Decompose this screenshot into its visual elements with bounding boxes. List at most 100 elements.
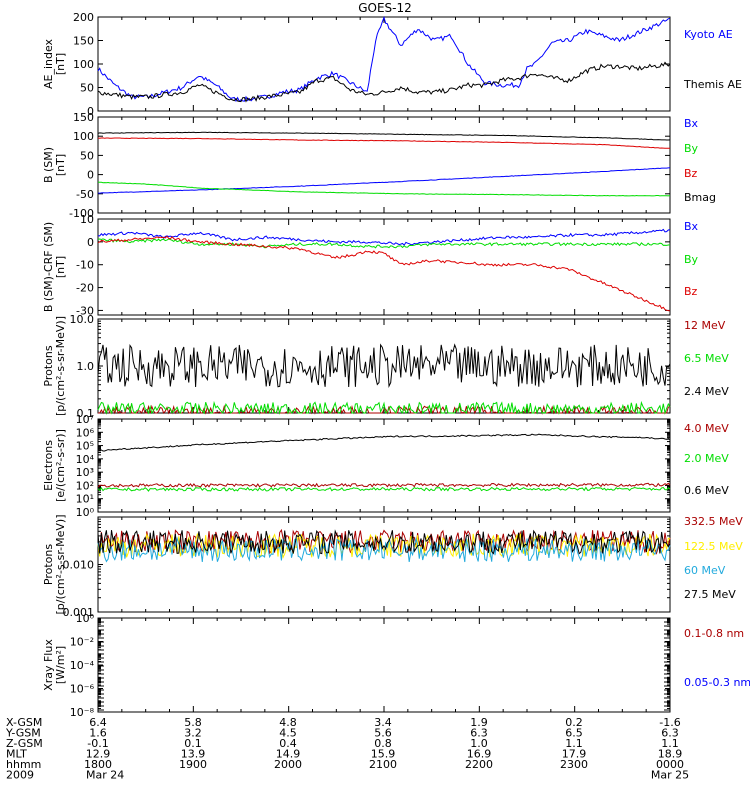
orbit-value: 0.2 [565, 716, 583, 729]
y-tick-label: 1.0 [77, 360, 95, 373]
legend-entry: Bx [684, 220, 699, 233]
orbit-value: 0.8 [374, 737, 392, 750]
y-tick-label: -10 [76, 259, 94, 272]
legend-entry: Bz [684, 285, 698, 298]
legend-entry: Bx [684, 117, 699, 130]
orbit-value: 0.1 [184, 737, 202, 750]
orbit-row-label: X-GSM [6, 716, 42, 729]
orbit-row-label: MLT [6, 748, 27, 761]
orbit-value: Mar 25 [651, 769, 689, 782]
y-tick-label: 10 [80, 213, 94, 226]
y-tick-label: 10.0 [70, 313, 95, 326]
legend-entry: 0.1-0.8 nm [684, 627, 744, 640]
orbit-value: 12.9 [86, 748, 111, 761]
orbit-value: 6.3 [470, 727, 488, 740]
orbit-value: 6.3 [661, 727, 679, 740]
series-line-4-0-mev [97, 482, 671, 488]
y-tick-label: 0.010 [63, 559, 95, 572]
orbit-value: 5.6 [374, 727, 392, 740]
y-tick-label: 50 [80, 82, 94, 95]
y-axis-label: Xray Flux[W/m²] [42, 639, 67, 691]
orbit-value: 1800 [84, 758, 112, 771]
orbit-value: 16.9 [467, 748, 492, 761]
legend-entry: Bmag [684, 191, 716, 204]
y-tick-label: 10⁵ [76, 440, 94, 453]
y-tick-label: 10⁻⁶ [70, 683, 95, 696]
orbit-value: 4.8 [279, 716, 297, 729]
legend-entry: 6.5 MeV [684, 352, 729, 365]
y-tick-label: 200 [73, 11, 94, 24]
series-line-bz [97, 235, 671, 312]
orbit-value: 13.9 [181, 748, 206, 761]
y-tick-label: -20 [76, 282, 94, 295]
series-line-bx [97, 228, 671, 246]
orbit-value: 1.1 [661, 737, 679, 750]
panel-frame-5 [97, 418, 671, 513]
legend-entry: Bz [684, 167, 698, 180]
orbit-value: 1.6 [89, 727, 107, 740]
panel-frame-4 [97, 318, 671, 414]
series-line-bmag [97, 131, 671, 141]
legend-entry: Kyoto AE [684, 28, 733, 41]
orbit-value: 4.5 [279, 727, 297, 740]
panel-frame-7 [97, 617, 671, 713]
y-tick-label: 10¹ [76, 493, 94, 506]
orbit-value: 0.4 [279, 737, 297, 750]
series-line-themis-ae [97, 61, 671, 103]
orbit-value: 2000 [274, 758, 302, 771]
orbit-value: 1900 [179, 758, 207, 771]
y-tick-label: 0 [87, 169, 94, 182]
orbit-value: 5.8 [184, 716, 202, 729]
legend-entry: 60 MeV [684, 564, 726, 577]
y-tick-label: 10⁶ [76, 426, 95, 439]
y-tick-label: -50 [76, 188, 94, 201]
legend-entry: 2.4 MeV [684, 385, 729, 398]
y-axis-label: Protons[p/(cm²-s-sr-MeV)] [42, 515, 67, 615]
panel-frame-3 [97, 218, 671, 316]
y-tick-label: 10⁴ [76, 453, 95, 466]
orbit-value: 2100 [369, 758, 397, 771]
legend-entry: 332.5 MeV [684, 515, 743, 528]
y-tick-label: 0.001 [63, 606, 95, 619]
legend-entry: 122.5 MeV [684, 540, 743, 553]
series-line-2-4-mev [97, 343, 671, 389]
y-tick-label: -30 [76, 304, 94, 317]
y-tick-label: 10³ [76, 466, 94, 479]
orbit-value: 2200 [465, 758, 493, 771]
y-tick-label: 100 [73, 58, 94, 71]
series-line-12-mev [98, 404, 671, 415]
orbit-value: Mar 24 [86, 769, 124, 782]
series-line-bx [97, 167, 671, 194]
orbit-value: -0.1 [87, 737, 108, 750]
series-line-332-5-mev [97, 528, 671, 555]
orbit-value: 15.9 [371, 748, 396, 761]
orbit-value: 1.9 [470, 716, 488, 729]
y-tick-label: 10⁰ [76, 506, 95, 519]
y-tick-label: 10⁻⁴ [70, 659, 95, 672]
y-tick-label: 10⁷ [76, 413, 94, 426]
series-line-by [97, 238, 671, 249]
series-line-by [97, 181, 671, 197]
orbit-row-label: Y-GSM [5, 727, 41, 740]
orbit-value: 14.9 [276, 748, 301, 761]
y-tick-label: 10² [76, 479, 94, 492]
series-line-27-5-mev [97, 529, 671, 555]
y-tick-label: 0 [87, 105, 94, 118]
legend-entry: 0.6 MeV [684, 484, 729, 497]
orbit-value: 6.5 [565, 727, 583, 740]
y-tick-label: 0 [87, 236, 94, 249]
y-tick-label: 10⁻² [70, 636, 94, 649]
panel-frame-2 [97, 116, 671, 214]
orbit-value: 2300 [560, 758, 588, 771]
y-tick-label: 150 [73, 35, 94, 48]
y-tick-label: 100 [73, 130, 94, 143]
y-tick-label: 0.1 [77, 407, 95, 420]
legend-entry: 12 MeV [684, 319, 726, 332]
orbit-value: -1.6 [659, 716, 680, 729]
y-axis-label: Electrons[e/(cm²-s-sr)] [42, 429, 67, 502]
legend-entry: 0.05-0.3 nm [684, 676, 750, 689]
orbit-value: 1.0 [470, 737, 488, 750]
chart-title: GOES-12 [358, 1, 412, 15]
